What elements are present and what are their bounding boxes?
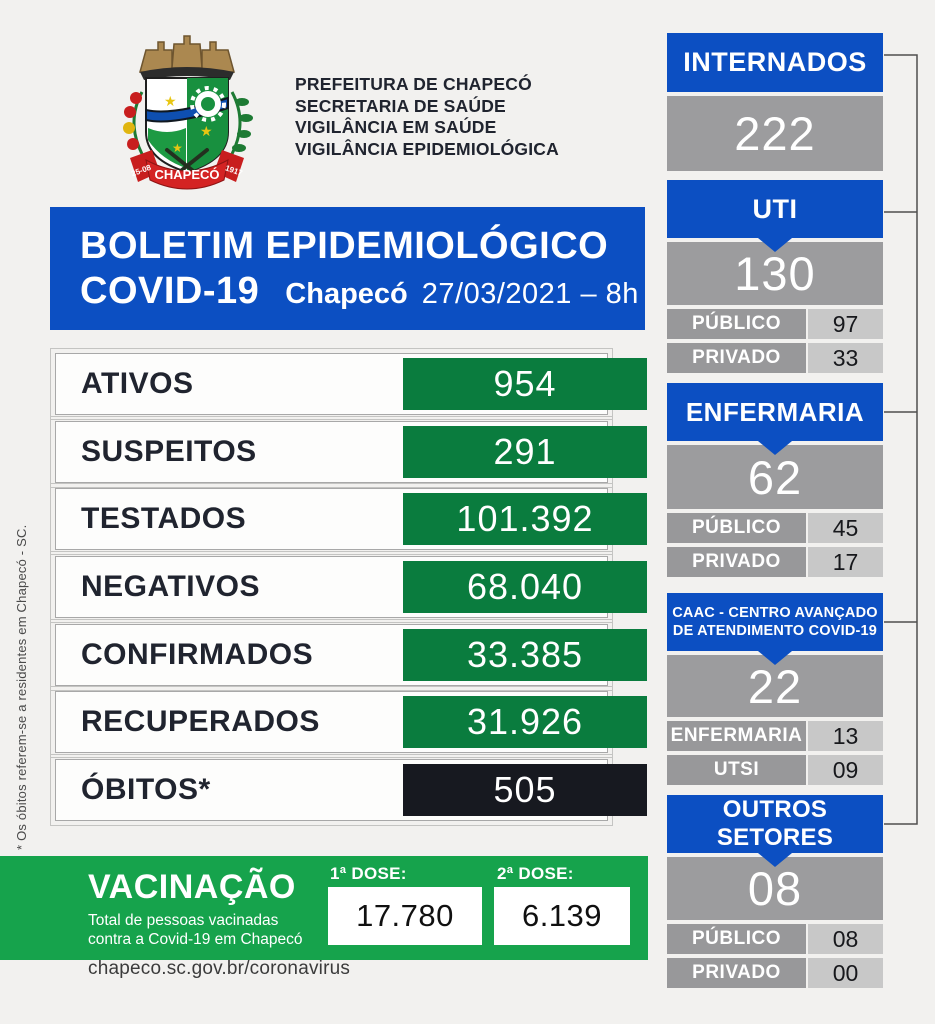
internados-value: 222 [667,96,883,171]
dose2-label: 2ª DOSE: [497,864,574,883]
row-label: PRIVADO [667,547,806,577]
row-label: PÚBLICO [667,513,806,543]
stat-label: ÓBITOS* [81,773,211,806]
uti-header: UTI [667,180,883,238]
svg-text:★: ★ [164,93,177,109]
row-value: 97 [808,309,883,339]
row-label: UTSI [667,755,806,785]
vaccination-subtitle: Total de pessoas vacinadas contra a Covi… [88,912,303,948]
outros-value: 08 [667,857,883,920]
title-banner: BOLETIM EPIDEMIOLÓGICO COVID-19 Chapecó … [50,207,645,330]
uti-row-publico: PÚBLICO 97 [667,309,883,339]
stat-value: 31.926 [403,696,647,748]
org-line-3: VIGILÂNCIA EM SAÚDE [295,117,497,137]
row-value: 13 [808,721,883,751]
stat-value: 954 [403,358,647,410]
enfermaria-notch [758,441,792,455]
row-value: 00 [808,958,883,988]
banner-title: BOLETIM EPIDEMIOLÓGICO [80,225,609,267]
svg-text:★: ★ [200,123,213,139]
footer-url: chapeco.sc.gov.br/coronavirus [88,958,351,979]
stat-row-ativos: ATIVOS 954 [50,348,647,420]
stat-row-confirmados: CONFIRMADOS 33.385 [50,619,647,691]
stat-value: 505 [403,764,647,816]
stat-row-recuperados: RECUPERADOS 31.926 [50,686,647,758]
outros-setores-header: OUTROS SETORES [667,795,883,853]
stat-label: SUSPEITOS [81,435,257,468]
caac-notch [758,651,792,665]
row-label: PRIVADO [667,958,806,988]
row-value: 45 [808,513,883,543]
stat-value: 33.385 [403,629,647,681]
ribbon-banner: CHAPECÓ 25-08 1917 [130,150,244,190]
banner-covid19: COVID-19 [80,270,260,312]
stat-label: NEGATIVOS [81,570,260,603]
enfermaria-row-privado: PRIVADO 17 [667,547,883,577]
row-label: PÚBLICO [667,309,806,339]
dose1-label: 1ª DOSE: [330,864,407,883]
outros-row-privado: PRIVADO 00 [667,958,883,988]
logo-city-name: CHAPECÓ [154,167,219,182]
caac-header: CAAC - CENTRO AVANÇADO DE ATENDIMENTO CO… [667,593,883,651]
row-label: PÚBLICO [667,924,806,954]
outros-notch [758,853,792,867]
caac-value: 22 [667,655,883,717]
uti-value: 130 [667,242,883,305]
outros-row-publico: PÚBLICO 08 [667,924,883,954]
org-line-2: SECRETARIA DE SAÚDE [295,95,506,116]
org-line-4: VIGILÂNCIA EPIDEMIOLÓGICA [295,138,559,159]
row-label: PRIVADO [667,343,806,373]
banner-datetime: 27/03/2021 – 8h [421,278,639,310]
chapeco-coat-of-arms-logo: ★ ★ ★ CHAPECÓ 25-08 1917 [123,35,253,190]
uti-row-privado: PRIVADO 33 [667,343,883,373]
stat-value: 68.040 [403,561,647,613]
crown-icon [139,35,235,80]
svg-text:★: ★ [172,141,183,155]
deaths-footnote: * Os óbitos referem-se a residentes em C… [14,524,29,850]
dose1-value: 17.780 [328,887,482,945]
row-value: 09 [808,755,883,785]
stat-label: RECUPERADOS [81,705,320,738]
stat-row-testados: TESTADOS 101.392 [50,483,647,555]
caac-row-enfermaria: ENFERMARIA 13 [667,721,883,751]
stat-row-suspeitos: SUSPEITOS 291 [50,416,647,488]
uti-notch [758,238,792,252]
enfermaria-header: ENFERMARIA [667,383,883,441]
org-line-1: PREFEITURA DE CHAPECÓ [295,74,532,94]
stat-label: TESTADOS [81,502,247,535]
row-label: ENFERMARIA [667,721,806,751]
row-value: 08 [808,924,883,954]
dose2-value: 6.139 [494,887,630,945]
caac-row-utsi: UTSI 09 [667,755,883,785]
stat-label: ATIVOS [81,367,194,400]
org-header-text: PREFEITURA DE CHAPECÓ SECRETARIA DE SAÚD… [295,74,559,160]
stat-row-obitos: ÓBITOS* 505 [50,754,647,826]
enfermaria-value: 62 [667,445,883,509]
vaccination-panel: VACINAÇÃO Total de pessoas vacinadas con… [0,856,648,960]
vaccination-title: VACINAÇÃO [88,868,296,906]
row-value: 33 [808,343,883,373]
stat-row-negativos: NEGATIVOS 68.040 [50,551,647,623]
row-value: 17 [808,547,883,577]
stat-value: 101.392 [403,493,647,545]
banner-city: Chapecó [285,278,408,310]
stat-value: 291 [403,426,647,478]
enfermaria-row-publico: PÚBLICO 45 [667,513,883,543]
internados-header: INTERNADOS [667,33,883,92]
laurel-branches [123,91,253,155]
stat-label: CONFIRMADOS [81,638,314,671]
